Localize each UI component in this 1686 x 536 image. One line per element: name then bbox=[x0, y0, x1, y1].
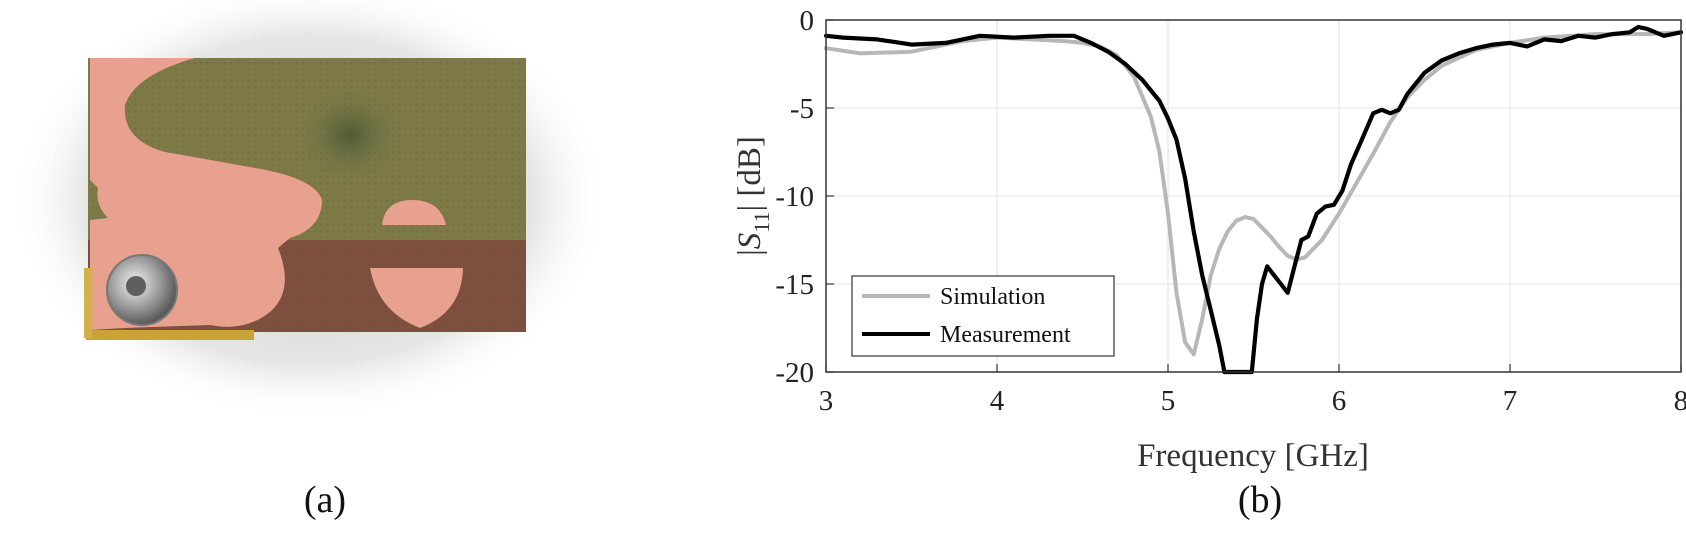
x-tick-label: 8 bbox=[1674, 385, 1686, 417]
y-tick-label: -5 bbox=[790, 93, 814, 125]
pcb-dark-spot bbox=[295, 85, 405, 185]
x-tick-label: 6 bbox=[1332, 385, 1347, 417]
caption-b: (b) bbox=[1237, 479, 1283, 521]
series-layer bbox=[823, 24, 1684, 375]
x-tick-label: 5 bbox=[1161, 385, 1176, 417]
series-line-simulation bbox=[824, 30, 1683, 357]
y-axis-label: |S11| [dB] bbox=[732, 136, 774, 256]
x-axis-label: Frequency [GHz] bbox=[1137, 438, 1369, 474]
y-tick-label: -15 bbox=[775, 269, 814, 301]
y-tick-label: -10 bbox=[775, 181, 814, 213]
y-tick-label: -20 bbox=[775, 357, 814, 389]
x-tick-label: 3 bbox=[819, 385, 834, 417]
caption-a: (a) bbox=[303, 479, 347, 521]
legend: Simulation Measurement bbox=[851, 275, 1115, 357]
svg-text:|S11| [dB]: |S11| [dB] bbox=[732, 136, 774, 256]
legend-label-measurement: Measurement bbox=[940, 322, 1071, 348]
y-tick-label: 0 bbox=[800, 5, 815, 37]
copper-slot-top bbox=[382, 200, 446, 225]
tick-labels: 3 4 5 6 7 8 0 -5 -10 -15 -20 bbox=[775, 5, 1686, 417]
x-tick-label: 4 bbox=[990, 385, 1005, 417]
x-tick-label: 7 bbox=[1503, 385, 1518, 417]
solder-joint-center bbox=[126, 276, 146, 296]
sma-connector-plate bbox=[86, 330, 254, 340]
legend-box bbox=[851, 275, 1115, 357]
series-line-measurement bbox=[823, 24, 1684, 375]
copper-slot-bottom bbox=[370, 268, 463, 328]
legend-label-simulation: Simulation bbox=[940, 284, 1045, 310]
sma-connector-pin bbox=[84, 268, 92, 338]
antenna-photo bbox=[10, 0, 600, 420]
